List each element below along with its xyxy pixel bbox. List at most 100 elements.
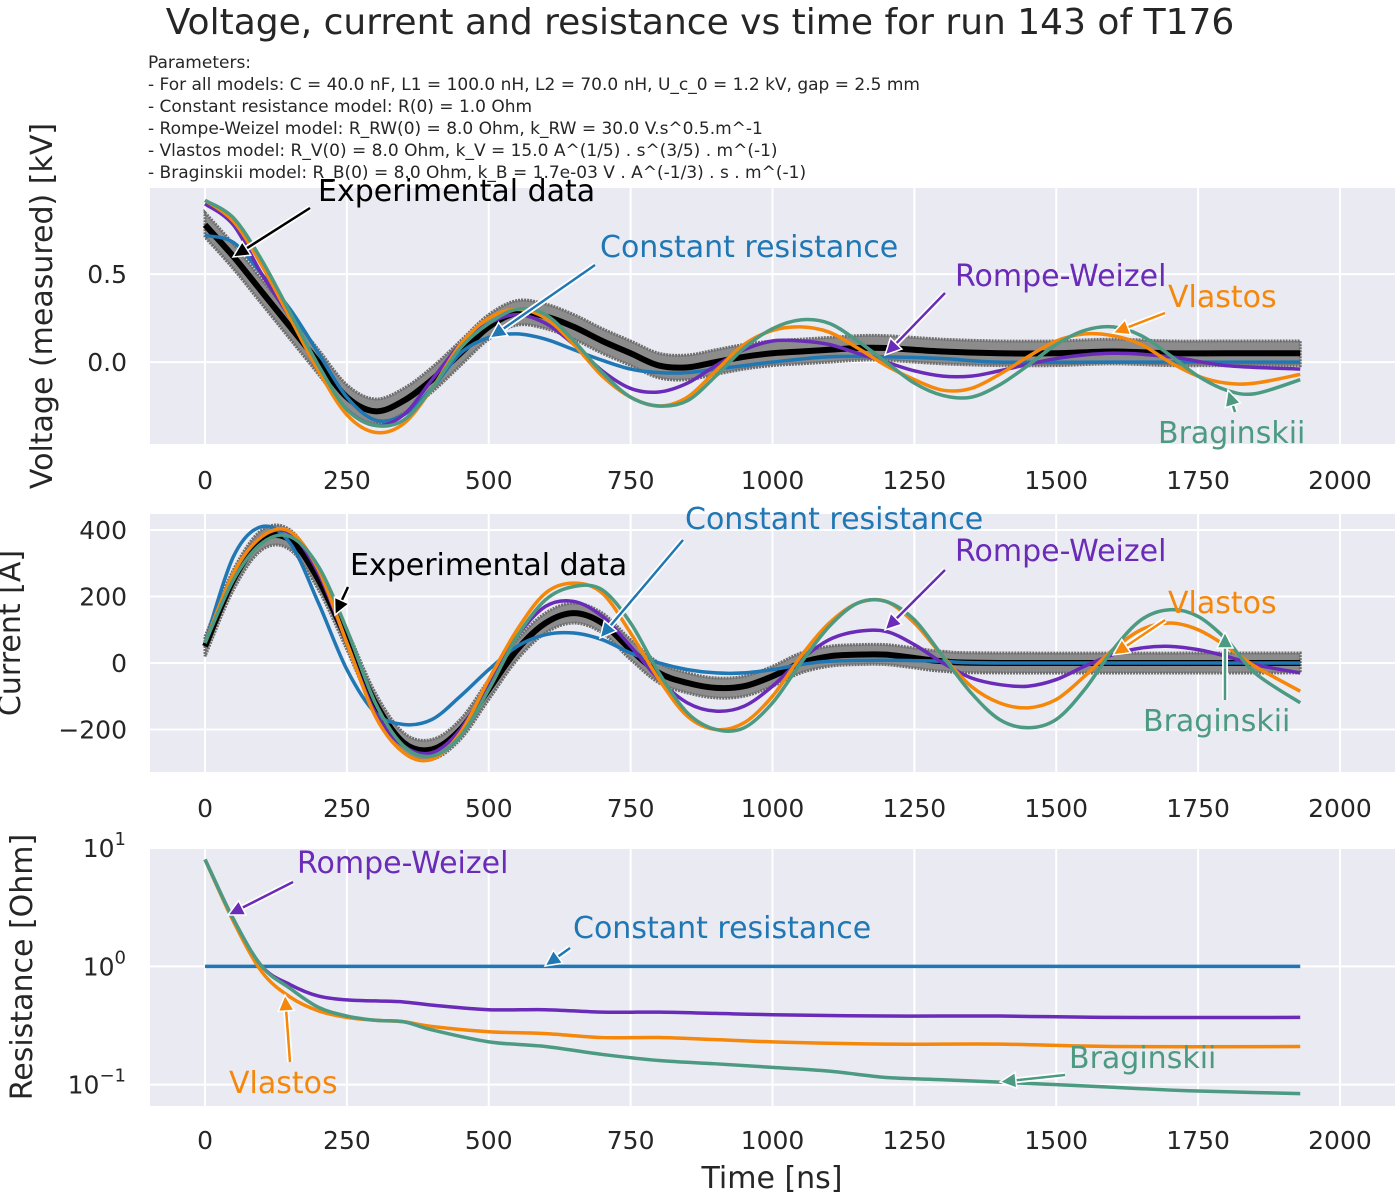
annotation-rompe: Rompe-Weizel <box>297 846 508 881</box>
annotation-experimental: Experimental data <box>318 174 595 209</box>
x-axis-label: Time [ns] <box>700 1161 842 1196</box>
y-tick-base: 10 <box>68 1071 100 1100</box>
annotation-arrowhead <box>231 240 253 258</box>
vlastos-model-line <box>203 858 1301 1049</box>
rompe-model-line <box>203 858 1301 1020</box>
annotation-arrow <box>895 292 946 345</box>
param-line: - Rompe-Weizel model: R_RW(0) = 8.0 Ohm,… <box>148 119 763 139</box>
series-group <box>202 198 1302 435</box>
annotation-arrowhead <box>598 619 618 640</box>
annotation-arrowhead <box>277 993 296 1013</box>
braginskii-model-line <box>203 533 1302 759</box>
x-tick-label: 0 <box>197 466 213 495</box>
annotation-vlastos: Vlastos <box>229 1066 338 1101</box>
x-tick-label: 0 <box>197 1126 213 1155</box>
annotation-arrow <box>502 263 596 330</box>
x-tick-label: 2000 <box>1308 466 1372 495</box>
annotation-arrowhead <box>1111 638 1133 656</box>
x-tick-label: 750 <box>607 466 655 495</box>
annotation-arrow <box>340 586 350 602</box>
x-tick-label: 0 <box>197 794 213 823</box>
y-tick-label: 0.0 <box>87 348 127 377</box>
annotation-braginskii: Braginskii <box>1158 416 1305 451</box>
annotation-arrow <box>284 1010 292 1063</box>
x-tick-label: 1000 <box>741 1126 805 1155</box>
annotation-arrowhead <box>1224 388 1242 409</box>
param-line: - For all models: C = 40.0 nF, L1 = 100.… <box>148 75 920 95</box>
annotation-arrowhead <box>543 948 564 967</box>
y-tick-base: 10 <box>83 952 115 981</box>
series-group <box>203 858 1301 1096</box>
y-tick-label: 100 <box>83 947 126 981</box>
annotation-arrowhead <box>998 1071 1018 1090</box>
x-tick-label: 1250 <box>883 1126 947 1155</box>
x-tick-label: 1250 <box>883 794 947 823</box>
y-axis-label: Resistance [Ohm] <box>5 834 40 1100</box>
param-line: Parameters: <box>148 53 251 73</box>
vlastos-model-line <box>203 527 1302 763</box>
annotation-vlastos: Vlastos <box>1168 280 1277 315</box>
annotation-constant: Constant resistance <box>573 911 871 946</box>
y-tick-label: 200 <box>79 582 127 611</box>
y-tick-exponent: 0 <box>115 947 126 968</box>
x-tick-label: 1750 <box>1166 794 1230 823</box>
annotation-constant: Constant resistance <box>685 502 983 537</box>
annotation-braginskii: Braginskii <box>1069 1041 1216 1076</box>
x-tick-label: 250 <box>323 794 371 823</box>
x-tick-label: 2000 <box>1308 794 1372 823</box>
panel-3: 0 250 500 750 1000 1250 1500 1750 200010110010−1… <box>5 829 1395 1196</box>
param-line: - Constant resistance model: R(0) = 1.0 … <box>148 97 532 117</box>
y-tick-label: 0.5 <box>87 260 127 289</box>
x-tick-label: 1500 <box>1024 466 1088 495</box>
x-tick-label: 1500 <box>1024 1126 1088 1155</box>
annotation-arrowhead <box>883 611 904 632</box>
panel-1: 0 250 500 750 1000 1250 1500 1750 2000 0.0 0.5 Volt… <box>25 123 1395 495</box>
x-tick-label: 1750 <box>1166 1126 1230 1155</box>
annotation-arrowhead <box>333 595 351 617</box>
y-tick-label: −200 <box>58 715 127 744</box>
y-tick-exponent: 1 <box>115 829 126 850</box>
annotation-arrow <box>241 880 294 909</box>
x-tick-label: 500 <box>465 466 513 495</box>
x-tick-label: 1000 <box>741 794 805 823</box>
param-line: - Braginskii model: R_B(0) = 8.0 Ohm, k_… <box>148 163 806 183</box>
x-tick-label: 1500 <box>1024 794 1088 823</box>
y-axis-label: Current [A] <box>0 550 28 716</box>
x-tick-label: 1250 <box>883 466 947 495</box>
y-tick-label: 10−1 <box>68 1066 126 1100</box>
x-tick-label: 2000 <box>1308 1126 1372 1155</box>
vlastos-model-line <box>203 198 1301 435</box>
chart-title: Voltage, current and resistance vs time … <box>166 2 1235 43</box>
annotation-arrowhead <box>1215 630 1235 649</box>
x-tick-label: 750 <box>607 794 655 823</box>
braginskii-model-line <box>204 198 1301 428</box>
param-line: - Vlastos model: R_V(0) = 8.0 Ohm, k_V =… <box>148 141 778 161</box>
annotation-constant: Constant resistance <box>600 230 898 265</box>
x-tick-label: 1750 <box>1166 466 1230 495</box>
annotation-experimental: Experimental data <box>350 548 627 583</box>
annotation-rompe: Rompe-Weizel <box>955 259 1166 294</box>
annotation-arrow <box>557 946 571 958</box>
panel-2: 0 250 500 750 1000 1250 1500 1750 2000 −200 0 200 40… <box>0 502 1395 823</box>
x-tick-label: 500 <box>465 794 513 823</box>
braginskii-model-line <box>203 858 1301 1096</box>
annotation-arrowhead <box>488 320 510 339</box>
annotation-rompe: Rompe-Weizel <box>955 534 1166 569</box>
constant-model-line <box>203 524 1301 727</box>
annotation-arrow <box>1231 404 1237 413</box>
y-tick-base: 10 <box>83 834 115 863</box>
series-group <box>202 523 1302 763</box>
x-tick-label: 250 <box>323 466 371 495</box>
annotation-braginskii: Braginskii <box>1143 704 1290 739</box>
x-tick-label: 500 <box>465 1126 513 1155</box>
annotation-arrowhead <box>1111 318 1132 336</box>
annotation-arrow <box>1015 1073 1066 1082</box>
annotation-arrow <box>1127 311 1166 329</box>
annotation-arrowhead <box>226 899 248 916</box>
parameters-block: Parameters: - For all models: C = 40.0 n… <box>148 53 920 183</box>
x-tick-label: 250 <box>323 1126 371 1155</box>
x-tick-label: 1000 <box>741 466 805 495</box>
annotation-vlastos: Vlastos <box>1168 586 1277 621</box>
annotation-arrow <box>895 569 946 620</box>
